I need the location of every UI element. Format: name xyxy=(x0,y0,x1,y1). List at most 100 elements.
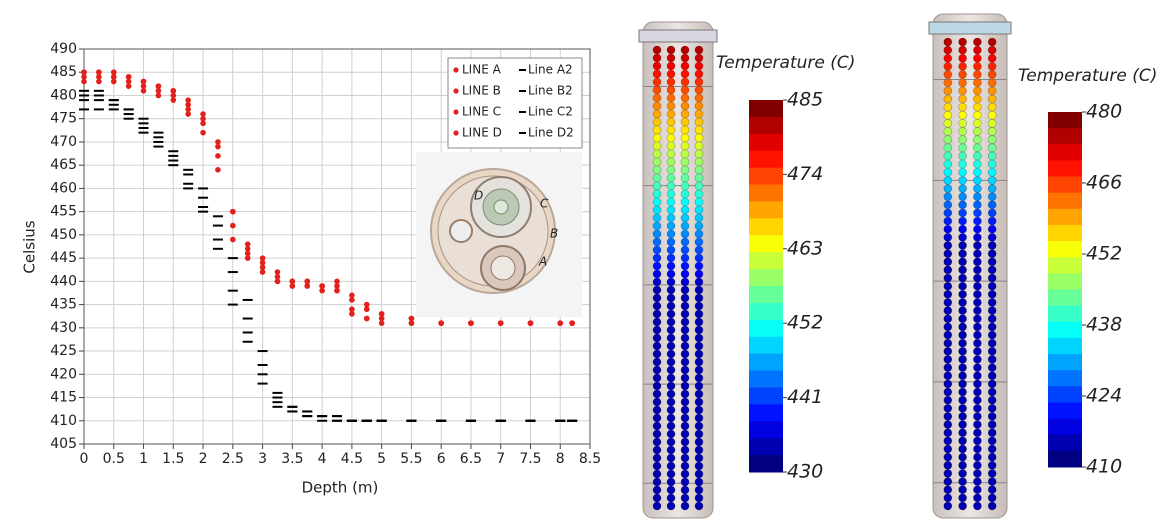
probe-sphere xyxy=(695,454,703,462)
probe-sphere xyxy=(695,494,703,502)
probe-sphere xyxy=(944,217,952,225)
x-tick-label: 4.5 xyxy=(341,451,363,467)
tube-center xyxy=(494,200,508,214)
colorbar-tick-label: 485 xyxy=(787,89,823,111)
probe-sphere xyxy=(667,374,675,382)
probe-sphere xyxy=(681,166,689,174)
probe-sphere xyxy=(973,250,981,258)
probe-sphere xyxy=(988,502,996,510)
probe-sphere xyxy=(653,118,661,126)
y-tick-label: 475 xyxy=(50,111,77,127)
probe-sphere xyxy=(944,429,952,437)
colorbar-tick-label: 410 xyxy=(1086,456,1122,478)
probe-sphere xyxy=(973,87,981,95)
probe-sphere xyxy=(959,95,967,103)
probe-sphere xyxy=(973,323,981,331)
x-tick-label: 2.5 xyxy=(222,451,244,467)
data-point xyxy=(168,150,178,152)
probe-sphere xyxy=(695,302,703,310)
probe-sphere xyxy=(944,453,952,461)
probe-sphere xyxy=(944,290,952,298)
probe-sphere xyxy=(944,372,952,380)
probe-sphere xyxy=(959,266,967,274)
probe-sphere xyxy=(681,446,689,454)
probe-sphere xyxy=(959,282,967,290)
probe-sphere xyxy=(695,478,703,486)
probe-sphere xyxy=(667,462,675,470)
probe-sphere xyxy=(667,366,675,374)
probe-sphere xyxy=(667,494,675,502)
probe-sphere xyxy=(959,62,967,70)
colorbar-band xyxy=(749,100,783,117)
probe-sphere xyxy=(944,111,952,119)
probe-sphere xyxy=(988,445,996,453)
probe-sphere xyxy=(681,486,689,494)
probe-sphere xyxy=(959,144,967,152)
probe-sphere xyxy=(973,168,981,176)
probe-sphere xyxy=(653,462,661,470)
colorbar-band xyxy=(1048,419,1082,436)
probe-sphere xyxy=(988,54,996,62)
probe-sphere xyxy=(653,350,661,358)
probe-sphere xyxy=(695,342,703,350)
probe-sphere xyxy=(944,152,952,160)
probe-sphere xyxy=(959,315,967,323)
probe-sphere xyxy=(681,134,689,142)
probe-sphere xyxy=(959,176,967,184)
data-point xyxy=(153,132,163,134)
colorbar-band xyxy=(1048,128,1082,145)
colorbar-tick-label: 466 xyxy=(1086,172,1122,194)
probe-sphere xyxy=(695,366,703,374)
probe-sphere xyxy=(681,118,689,126)
data-point xyxy=(79,99,89,101)
data-point xyxy=(317,420,327,422)
probe-sphere xyxy=(681,302,689,310)
probe-sphere xyxy=(959,250,967,258)
probe-sphere xyxy=(681,62,689,70)
probe-sphere xyxy=(695,102,703,110)
probe-sphere xyxy=(973,201,981,209)
probe-sphere xyxy=(973,486,981,494)
probe-sphere xyxy=(681,414,689,422)
legend-label: LINE D xyxy=(462,126,502,140)
probe-sphere xyxy=(988,494,996,502)
probe-sphere xyxy=(988,136,996,144)
probe-sphere xyxy=(681,158,689,166)
probe-sphere xyxy=(944,494,952,502)
colorbar-tick-label: 441 xyxy=(787,386,823,408)
probe-sphere xyxy=(973,339,981,347)
probe-sphere xyxy=(667,422,675,430)
probe-sphere xyxy=(973,421,981,429)
x-tick-label: 8.5 xyxy=(579,451,601,467)
colorbar-tick-label: 480 xyxy=(1086,101,1122,123)
colorbar-tick-label: 474 xyxy=(787,163,823,185)
probe-sphere xyxy=(681,390,689,398)
probe-sphere xyxy=(667,310,675,318)
y-tick-label: 480 xyxy=(50,87,77,103)
colorbar-title: Temperature (C) xyxy=(716,53,855,73)
probe-sphere xyxy=(667,294,675,302)
y-tick-label: 455 xyxy=(50,204,77,220)
probe-sphere xyxy=(695,430,703,438)
x-tick-label: 0.5 xyxy=(103,451,125,467)
probe-sphere xyxy=(988,103,996,111)
probe-sphere xyxy=(973,128,981,136)
probe-sphere xyxy=(653,454,661,462)
legend-marker xyxy=(519,69,526,71)
probe-sphere xyxy=(667,110,675,118)
data-point xyxy=(379,311,385,317)
data-point xyxy=(347,420,357,422)
probe-sphere xyxy=(973,502,981,510)
legend-label: Line D2 xyxy=(528,126,574,140)
probe-sphere xyxy=(944,486,952,494)
probe-sphere xyxy=(681,126,689,134)
probe-sphere xyxy=(988,144,996,152)
probe-sphere xyxy=(944,79,952,87)
probe-sphere xyxy=(973,461,981,469)
data-point xyxy=(569,320,575,326)
data-point xyxy=(362,420,372,422)
y-tick-label: 405 xyxy=(50,436,77,452)
probe-sphere xyxy=(667,502,675,510)
probe-sphere xyxy=(667,262,675,270)
y-tick-label: 415 xyxy=(50,390,77,406)
